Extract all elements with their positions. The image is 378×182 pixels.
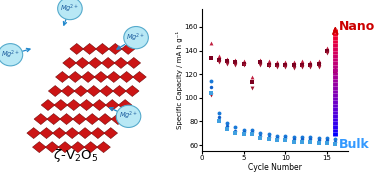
Polygon shape: [94, 72, 108, 82]
Text: Mg$^{2+}$: Mg$^{2+}$: [1, 49, 20, 61]
Polygon shape: [71, 142, 85, 153]
Polygon shape: [84, 142, 98, 153]
Polygon shape: [91, 128, 105, 139]
Polygon shape: [101, 58, 115, 68]
X-axis label: Cycle Number: Cycle Number: [248, 163, 302, 172]
Polygon shape: [76, 58, 89, 68]
Polygon shape: [60, 114, 73, 124]
Polygon shape: [41, 100, 55, 110]
Polygon shape: [48, 86, 62, 96]
Polygon shape: [127, 58, 141, 68]
Polygon shape: [87, 86, 101, 96]
Polygon shape: [40, 128, 53, 139]
Polygon shape: [100, 86, 113, 96]
Polygon shape: [54, 100, 68, 110]
Polygon shape: [96, 43, 109, 54]
Polygon shape: [120, 72, 133, 82]
Polygon shape: [68, 72, 82, 82]
Polygon shape: [70, 43, 84, 54]
Polygon shape: [27, 128, 40, 139]
Polygon shape: [118, 100, 132, 110]
Polygon shape: [93, 100, 106, 110]
Polygon shape: [80, 100, 93, 110]
Polygon shape: [73, 114, 86, 124]
Polygon shape: [65, 128, 79, 139]
Circle shape: [57, 0, 82, 20]
Text: Nano: Nano: [339, 20, 375, 33]
Polygon shape: [67, 100, 81, 110]
Polygon shape: [88, 58, 102, 68]
Polygon shape: [98, 114, 112, 124]
Polygon shape: [125, 86, 139, 96]
Polygon shape: [33, 142, 46, 153]
Polygon shape: [63, 58, 76, 68]
Circle shape: [124, 27, 148, 49]
Polygon shape: [111, 114, 125, 124]
Polygon shape: [78, 128, 92, 139]
Polygon shape: [104, 128, 118, 139]
Polygon shape: [83, 43, 96, 54]
Polygon shape: [108, 43, 122, 54]
Text: Bulk: Bulk: [339, 138, 369, 151]
Polygon shape: [58, 142, 72, 153]
Polygon shape: [45, 142, 59, 153]
Polygon shape: [133, 72, 146, 82]
Text: Mg$^{2+}$: Mg$^{2+}$: [126, 31, 146, 44]
Polygon shape: [53, 128, 66, 139]
Polygon shape: [107, 72, 121, 82]
Polygon shape: [105, 100, 119, 110]
Polygon shape: [113, 86, 126, 96]
Text: $\zeta$-V$_2$O$_5$: $\zeta$-V$_2$O$_5$: [53, 147, 98, 164]
Circle shape: [116, 105, 141, 127]
Polygon shape: [74, 86, 88, 96]
Polygon shape: [61, 86, 75, 96]
Polygon shape: [34, 114, 48, 124]
Polygon shape: [97, 142, 110, 153]
Circle shape: [0, 44, 23, 66]
Text: Mg$^{2+}$: Mg$^{2+}$: [60, 2, 80, 15]
Y-axis label: Specific Capacity / mA h g⁻¹: Specific Capacity / mA h g⁻¹: [176, 31, 183, 129]
Polygon shape: [85, 114, 99, 124]
Text: Mg$^{2+}$: Mg$^{2+}$: [119, 110, 138, 122]
Polygon shape: [47, 114, 60, 124]
Polygon shape: [81, 72, 95, 82]
Polygon shape: [114, 58, 128, 68]
Polygon shape: [56, 72, 69, 82]
Polygon shape: [121, 43, 135, 54]
